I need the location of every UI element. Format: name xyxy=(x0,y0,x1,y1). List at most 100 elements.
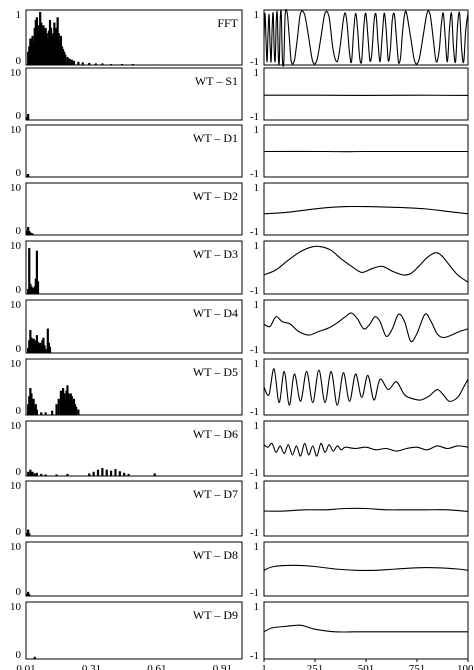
spectrum-bar xyxy=(68,58,71,65)
signal-line xyxy=(263,8,469,67)
y-tick-label: -1 xyxy=(250,467,259,479)
spectrum-bar xyxy=(27,174,30,177)
plot-frame xyxy=(263,601,469,660)
spectrum-bar xyxy=(105,469,108,476)
y-tick-label: 1 xyxy=(254,358,260,370)
plot-frame xyxy=(263,67,469,121)
y-tick-label: 10 xyxy=(10,67,22,79)
signal-line xyxy=(263,245,469,283)
spectrum-bar xyxy=(153,473,156,476)
plot-frame xyxy=(25,299,243,354)
panel-title: WT – D8 xyxy=(193,548,238,562)
spectrum-panel-2: 10 0 WT – S1 xyxy=(10,67,243,122)
plot-frame xyxy=(25,182,243,236)
spectrum-bar xyxy=(64,54,67,65)
spectrum-panel-4: 10 0 WT – D2 xyxy=(10,182,243,237)
y-tick-label: 1 xyxy=(254,9,260,21)
y-tick-label: 10 xyxy=(10,358,22,370)
y-tick-label: 1 xyxy=(254,601,260,613)
spectrum-bar xyxy=(28,533,31,536)
y-tick-label: 0 xyxy=(16,405,22,417)
signal-panel-4: 1 -1 xyxy=(250,182,469,238)
spectrum-bar xyxy=(46,328,49,353)
y-tick-label: 10 xyxy=(10,240,22,252)
plot-frame xyxy=(25,240,243,295)
spectrum-bar xyxy=(118,471,121,476)
plot-frame xyxy=(25,541,243,597)
panel-title: WT – D3 xyxy=(193,247,238,261)
signal-panel-6: 1 -1 xyxy=(250,299,469,356)
y-tick-label: 10 xyxy=(10,601,22,613)
spectrum-bar xyxy=(142,64,145,66)
spectrum-bar xyxy=(55,404,58,415)
y-tick-label: 0 xyxy=(16,586,22,598)
panel-title: WT – S1 xyxy=(195,74,238,88)
x-tick-label: 751 xyxy=(409,663,426,670)
x-tick-label: 1 xyxy=(261,663,267,670)
x-tick-label: 501 xyxy=(358,663,375,670)
x-tick-label: 0.91 xyxy=(213,663,232,670)
y-tick-label: 1 xyxy=(254,480,260,492)
panel-title: WT – D1 xyxy=(193,131,238,145)
plot-frame xyxy=(263,358,469,416)
spectrum-bar xyxy=(94,63,97,65)
y-tick-label: 0 xyxy=(16,284,22,296)
spectrum-bar xyxy=(31,471,34,476)
spectrum-bar xyxy=(175,64,178,66)
spectrum-bar xyxy=(127,473,130,476)
spectrum-bar xyxy=(35,409,39,415)
y-tick-label: 10 xyxy=(10,299,22,311)
y-tick-label: -1 xyxy=(250,226,259,238)
spectrum-panel-7: 10 0 WT – D5 xyxy=(10,358,243,417)
spectrum-bar xyxy=(75,406,78,415)
spectrum-panel-3: 10 0 WT – D1 xyxy=(10,124,243,179)
spectrum-bar xyxy=(114,469,117,476)
panel-title: WT – D6 xyxy=(193,427,238,441)
spectrum-bar xyxy=(44,474,47,476)
y-tick-label: 10 xyxy=(10,182,22,194)
plot-frame xyxy=(25,124,243,178)
y-tick-label: -1 xyxy=(250,168,259,180)
signal-panel-7: 1 -1 xyxy=(250,358,469,418)
spectrum-panel-11: 10 0 WT – D9 0.01 0.31 0.61 0.91 xyxy=(10,601,243,670)
spectrum-bar xyxy=(109,470,113,476)
spectrum-bar xyxy=(48,346,52,353)
spectrum-bar xyxy=(29,469,32,476)
plot-frame xyxy=(25,420,243,477)
y-tick-label: 1 xyxy=(254,124,260,136)
spectrum-bar xyxy=(123,472,126,476)
spectrum-bar xyxy=(36,281,40,294)
spectrum-bar xyxy=(101,63,104,65)
spectrum-panel-1: 1 0 FFT xyxy=(16,9,243,67)
spectrum-bar xyxy=(40,473,43,476)
signal-line xyxy=(263,624,468,633)
plot-frame xyxy=(263,240,469,295)
y-tick-label: 1 xyxy=(254,240,260,252)
spectrum-bar xyxy=(28,248,31,294)
signal-panel-11: 1-112515017511001 xyxy=(250,601,474,670)
y-tick-label: 0 xyxy=(16,526,22,538)
panel-title: WT – D2 xyxy=(193,189,238,203)
signal-line xyxy=(263,564,469,571)
signal-line xyxy=(263,312,469,343)
signal-panel-2: 1 -1 xyxy=(250,67,469,123)
spectrum-bar xyxy=(81,62,84,65)
signal-line xyxy=(263,442,469,457)
y-tick-label: 0 xyxy=(16,55,22,67)
signal-line xyxy=(263,205,469,215)
y-tick-label: -1 xyxy=(250,587,259,599)
y-tick-label: 0 xyxy=(16,343,22,355)
y-tick-label: 0 xyxy=(16,466,22,478)
spectrum-bar xyxy=(35,472,39,476)
panel-title: WT – D5 xyxy=(193,365,238,379)
signal-line xyxy=(263,368,469,406)
signal-line xyxy=(263,507,469,513)
plot-frame xyxy=(25,480,243,537)
spectrum-bar xyxy=(27,529,30,536)
spectrum-bar xyxy=(92,471,95,476)
spectrum-bar xyxy=(109,63,113,65)
x-tick-label: 0.61 xyxy=(147,663,166,670)
y-tick-label: 1 xyxy=(254,182,260,194)
y-tick-label: 1 xyxy=(254,420,260,432)
